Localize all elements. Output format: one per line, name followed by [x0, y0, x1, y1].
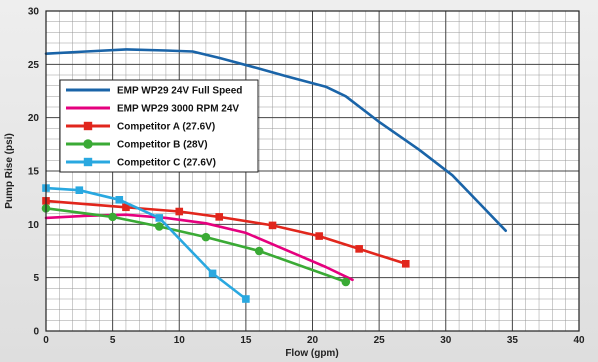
data-point-marker — [401, 260, 410, 268]
x-tick-label: 20 — [307, 335, 319, 346]
legend-label: Competitor C (27.6V) — [117, 158, 216, 169]
data-point-marker — [108, 212, 117, 222]
data-point-marker — [355, 245, 363, 253]
series-layer — [41, 48, 507, 303]
y-tick-label: 20 — [28, 113, 40, 124]
plot-frame — [45, 10, 580, 332]
data-point-marker — [341, 277, 351, 287]
data-point-marker — [115, 196, 124, 204]
legend-label: EMP WP29 3000 RPM 24V — [117, 104, 239, 115]
data-point-marker — [83, 157, 93, 167]
x-tick-labels: 0 5 10 15 20 25 30 35 40 — [43, 335, 585, 346]
data-point-marker — [154, 222, 164, 231]
data-point-marker — [122, 203, 130, 212]
y-tick-label: 0 — [33, 327, 39, 338]
legend-item: EMP WP29 24V Full Speed — [66, 86, 242, 97]
legend-label: Competitor A (27.6V) — [117, 122, 215, 133]
series-line — [44, 186, 248, 301]
data-point-marker — [155, 214, 164, 222]
legend-item: Competitor B (28V) — [66, 139, 208, 151]
data-point-marker — [315, 232, 323, 240]
y-tick-label: 15 — [28, 167, 40, 178]
x-tick-label: 10 — [174, 335, 186, 346]
y-tick-label: 30 — [28, 7, 40, 18]
series-line — [44, 48, 507, 232]
y-tick-label: 25 — [28, 60, 40, 71]
legend: EMP WP29 24V Full Speed EMP WP29 3000 RPM… — [59, 79, 259, 173]
y-tick-label: 5 — [33, 273, 39, 284]
y-tick-label: 10 — [28, 220, 40, 231]
data-point-marker — [175, 207, 184, 216]
x-axis-title: Flow (gpm) — [285, 348, 338, 359]
x-tick-label: 35 — [507, 335, 519, 346]
y-tick-labels: 0 5 10 15 20 25 30 — [28, 7, 40, 338]
data-point-marker — [215, 213, 224, 221]
data-point-marker — [268, 221, 277, 230]
data-point-marker — [83, 121, 93, 131]
data-point-marker — [242, 295, 250, 303]
series — [44, 48, 507, 232]
legend-item: EMP WP29 3000 RPM 24V — [66, 104, 239, 115]
x-tick-label: 15 — [240, 335, 252, 346]
data-point-marker — [254, 246, 264, 256]
x-tick-label: 30 — [440, 335, 452, 346]
data-point-marker — [201, 232, 211, 242]
y-axis-title: Pump Rise (psi) — [4, 133, 15, 209]
data-point-marker — [75, 186, 84, 194]
series — [41, 204, 351, 287]
legend-label: Competitor B (28V) — [117, 140, 208, 151]
data-point-marker — [83, 139, 93, 149]
series-line — [44, 207, 348, 284]
legend-item: Competitor A (27.6V) — [66, 122, 215, 133]
x-tick-label: 0 — [43, 335, 49, 346]
x-tick-label: 40 — [573, 335, 585, 346]
x-tick-label: 5 — [110, 335, 116, 346]
data-point-marker — [208, 269, 217, 278]
x-tick-label: 25 — [374, 335, 386, 346]
legend-label: EMP WP29 24V Full Speed — [117, 86, 242, 97]
legend-item: Competitor C (27.6V) — [66, 158, 216, 169]
